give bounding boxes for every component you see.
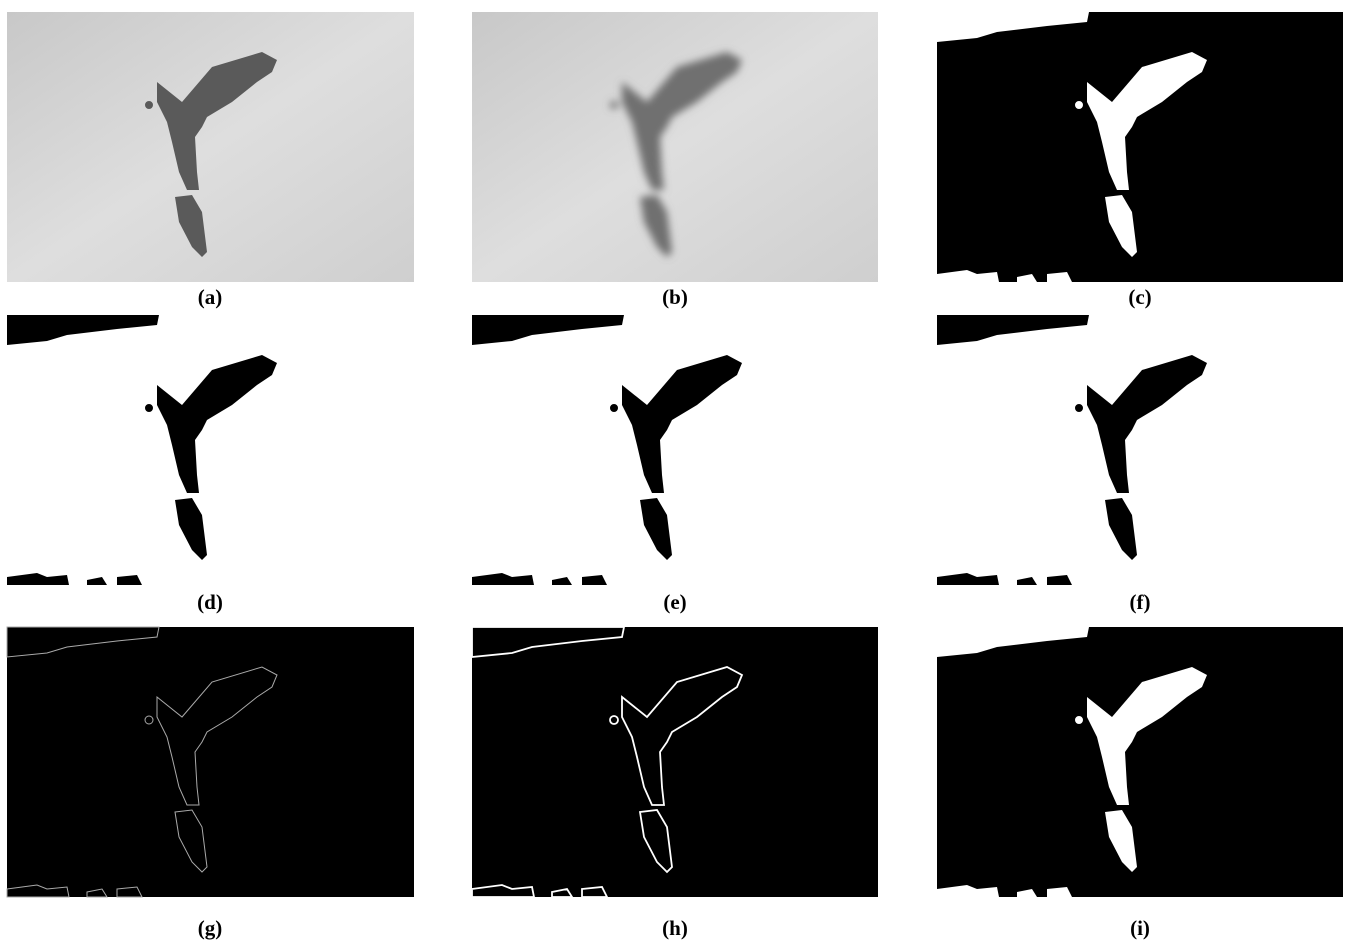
caption: (e) [663, 590, 686, 614]
caption: (b) [662, 285, 688, 309]
caption: (a) [198, 285, 223, 309]
caption: (c) [1128, 285, 1151, 309]
panel-g [7, 627, 414, 897]
panel-h [472, 627, 878, 897]
panel-d [7, 315, 414, 585]
caption: (f) [1130, 590, 1151, 614]
panel-e [472, 315, 878, 585]
panel-c [937, 12, 1343, 282]
page: {"figure": {"panels": [ {"caption": "(a)… [0, 0, 1346, 947]
figure: (a) (b) (c) (d) (e) (f) (g) (h) (i) [0, 0, 1346, 947]
panel-a [7, 12, 414, 282]
caption: (i) [1130, 916, 1150, 940]
caption: (h) [662, 916, 688, 940]
panel-f [937, 315, 1343, 585]
caption: (g) [198, 916, 223, 940]
panel-b [472, 12, 878, 282]
panel-i [937, 627, 1343, 897]
caption: (d) [197, 590, 223, 614]
